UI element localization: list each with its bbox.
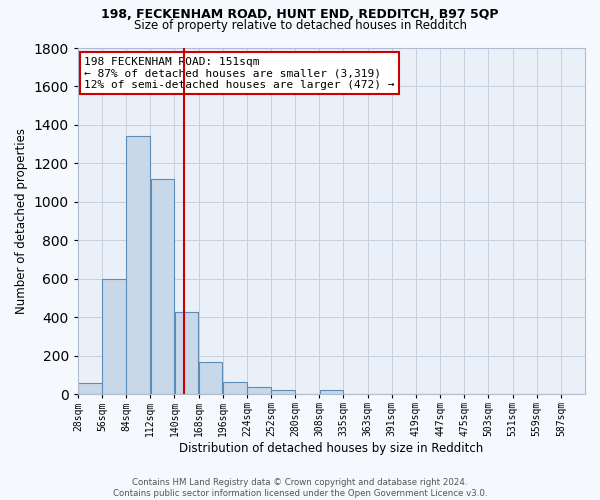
Bar <box>78 382 101 394</box>
Bar <box>223 382 247 394</box>
Bar <box>199 362 223 394</box>
Bar <box>151 179 174 394</box>
Text: 198, FECKENHAM ROAD, HUNT END, REDDITCH, B97 5QP: 198, FECKENHAM ROAD, HUNT END, REDDITCH,… <box>101 8 499 20</box>
Bar <box>247 386 271 394</box>
Bar <box>175 312 198 394</box>
Bar <box>103 279 126 394</box>
X-axis label: Distribution of detached houses by size in Redditch: Distribution of detached houses by size … <box>179 442 484 455</box>
Y-axis label: Number of detached properties: Number of detached properties <box>15 128 28 314</box>
Text: 198 FECKENHAM ROAD: 151sqm
← 87% of detached houses are smaller (3,319)
12% of s: 198 FECKENHAM ROAD: 151sqm ← 87% of deta… <box>85 56 395 90</box>
Bar <box>127 136 150 394</box>
Text: Contains HM Land Registry data © Crown copyright and database right 2024.
Contai: Contains HM Land Registry data © Crown c… <box>113 478 487 498</box>
Bar <box>320 390 343 394</box>
Text: Size of property relative to detached houses in Redditch: Size of property relative to detached ho… <box>133 19 467 32</box>
Bar <box>271 390 295 394</box>
